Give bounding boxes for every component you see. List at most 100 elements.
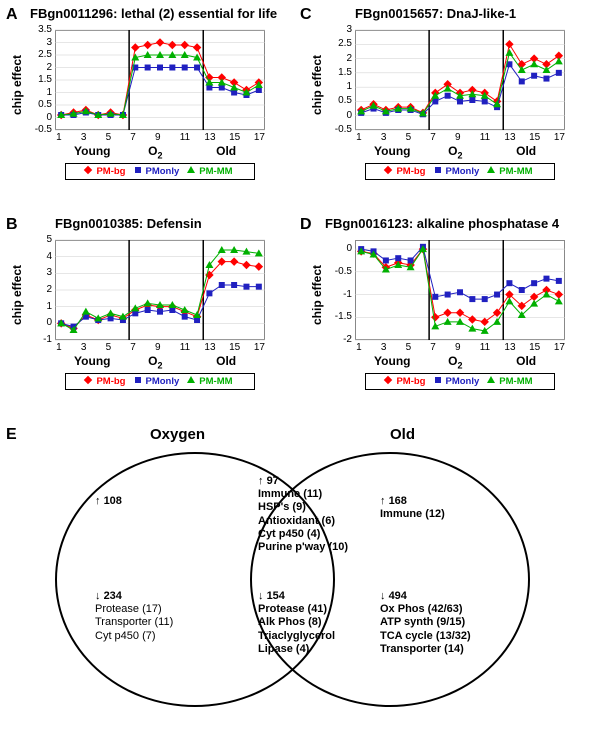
venn-left-down: 234 Protease (17) Transporter (11) Cyt p… [95,590,235,643]
panel-a-ylabel: chip effect [10,55,24,115]
venn-both-up: 97 Immune (11) HSP's (9) Antioxidant (6)… [258,475,368,554]
x-tick-label: 15 [229,342,240,353]
x-tick-label: 15 [529,132,540,143]
cond-label: Young [74,354,110,368]
x-tick-label: 5 [406,132,412,143]
cond-label: Old [216,144,236,158]
x-tick-label: 17 [254,132,265,143]
panel-e-label: E [6,426,17,444]
venn-left-up: 108 [95,495,122,508]
panel-a-label: A [6,6,18,24]
panel-c: C FBgn0015657: DnaJ-like-1 chip effect -… [300,0,600,200]
x-tick-label: 3 [381,342,387,353]
y-tick-label: 5 [30,234,52,245]
panel-b-ylabel: chip effect [10,265,24,325]
panel-c-label: C [300,6,312,24]
venn-left-title: Oxygen [150,426,205,443]
x-tick-label: 7 [430,342,436,353]
y-tick-label: 2 [30,62,52,73]
x-tick-label: 13 [504,342,515,353]
x-tick-label: 11 [180,132,190,143]
y-tick-label: 0.5 [30,99,52,110]
panel-a: A FBgn0011296: lethal (2) essential for … [0,0,300,200]
panel-a-title: FBgn0011296: lethal (2) essential for li… [30,6,277,21]
panel-c-title: FBgn0015657: DnaJ-like-1 [355,6,516,21]
y-tick-label: -0.5 [330,124,352,135]
cond-label: Old [516,354,536,368]
panel-c-svg [355,30,565,130]
panel-d-title: FBgn0016123: alkaline phosphatase 4 [325,216,559,231]
y-tick-label: -1 [30,334,52,345]
arrow-down-icon [95,590,101,602]
x-tick-label: 11 [480,132,490,143]
y-tick-label: 1 [30,87,52,98]
panel-d-ylabel: chip effect [310,265,324,325]
cond-label: Young [374,354,410,368]
cond-label: O2 [448,354,462,370]
x-tick-label: 7 [130,342,136,353]
x-tick-label: 13 [204,132,215,143]
y-tick-label: 0 [330,110,352,121]
cond-label: O2 [148,144,162,160]
y-tick-label: 3 [330,24,352,35]
y-tick-label: 1.5 [330,67,352,78]
x-tick-label: 9 [455,342,461,353]
y-tick-label: 0 [30,317,52,328]
x-tick-label: 15 [229,132,240,143]
y-tick-label: -1 [330,289,352,300]
y-tick-label: 3 [30,37,52,48]
y-tick-label: 0.5 [330,95,352,106]
x-tick-label: 9 [155,132,161,143]
panel-b-label: B [6,216,18,234]
x-tick-label: 17 [554,132,565,143]
cond-label: O2 [148,354,162,370]
cond-label: Old [516,144,536,158]
x-tick-label: 9 [155,342,161,353]
panel-e: E Oxygen Old 108 234 Protease (17) Trans… [0,420,601,742]
x-tick-label: 5 [106,342,112,353]
x-tick-label: 9 [455,132,461,143]
x-tick-label: 3 [81,132,87,143]
x-tick-label: 3 [381,132,387,143]
cond-label: O2 [448,144,462,160]
y-tick-label: -0.5 [330,266,352,277]
x-tick-label: 1 [356,342,362,353]
x-tick-label: 7 [130,132,136,143]
arrow-up-icon [258,475,264,487]
x-tick-label: 13 [504,132,515,143]
x-tick-label: 7 [430,132,436,143]
x-tick-label: 1 [56,342,62,353]
y-tick-label: 2.5 [330,38,352,49]
venn-right-title: Old [390,426,415,443]
y-tick-label: -0.5 [30,124,52,135]
y-tick-label: 2 [30,284,52,295]
panel-b-title: FBgn0010385: Defensin [55,216,202,231]
y-tick-label: 0 [30,112,52,123]
x-tick-label: 5 [406,342,412,353]
y-tick-label: 4 [30,251,52,262]
y-tick-label: 1.5 [30,74,52,85]
panel-a-svg [55,30,265,130]
venn-right-up: 168 Immune (12) [380,495,510,521]
cond-label: Old [216,354,236,368]
panel-d: D FBgn0016123: alkaline phosphatase 4 ch… [300,210,600,410]
arrow-up-icon [380,495,386,507]
y-tick-label: 0 [330,243,352,254]
x-tick-label: 5 [106,132,112,143]
panel-c-ylabel: chip effect [310,55,324,115]
y-tick-label: 2.5 [30,49,52,60]
arrow-down-icon [258,590,264,602]
x-tick-label: 13 [204,342,215,353]
y-tick-label: 1 [330,81,352,92]
x-tick-label: 3 [81,342,87,353]
y-tick-label: 3 [30,267,52,278]
x-tick-label: 15 [529,342,540,353]
venn-both-down: 154 Protease (41) Alk Phos (8) Triaclygl… [258,590,368,656]
x-tick-label: 17 [254,342,265,353]
panel-d-svg [355,240,565,340]
x-tick-label: 11 [480,342,490,353]
legend: PM-bgPMonlyPM-MM [365,373,555,390]
y-tick-label: 3.5 [30,24,52,35]
legend: PM-bgPMonlyPM-MM [365,163,555,180]
x-tick-label: 17 [554,342,565,353]
